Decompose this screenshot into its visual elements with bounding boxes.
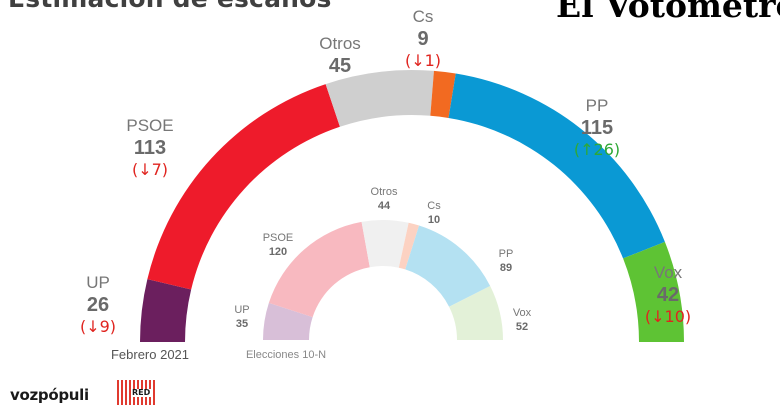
- seat-value-vox: 42: [657, 284, 679, 306]
- seat-change-up: (↓9): [80, 317, 116, 336]
- party-label-pp: PP: [586, 96, 609, 115]
- seat-value-otros: 45: [329, 55, 351, 77]
- seat-value-vox: 52: [516, 321, 528, 333]
- seat-arc-pp: [448, 73, 665, 259]
- partner-logo: RED: [117, 380, 159, 405]
- seat-change-psoe: (↓7): [132, 160, 168, 179]
- seat-arc-cs: [398, 222, 420, 270]
- seat-arc-pp: [405, 225, 491, 307]
- seat-change-pp: (↑26): [574, 140, 620, 159]
- seat-change-cs: (↓1): [405, 51, 441, 70]
- party-label-psoe: PSOE: [126, 116, 173, 135]
- party-label-otros: Otros: [371, 186, 398, 198]
- brand-title: El Votómetro: [556, 0, 780, 25]
- party-label-otros: Otros: [319, 34, 361, 53]
- chart-title: Estimación de escaños: [8, 0, 332, 13]
- seat-value-pp: 115: [581, 117, 613, 139]
- seat-arc-psoe: [147, 84, 340, 290]
- chart-elecciones-10-n: UP 35 PSOE 120 Otros 44 Cs 10 PP 89 Vox 52 Eleccione…: [234, 186, 531, 361]
- chart-caption-febrero-2021: Febrero 2021: [111, 347, 189, 362]
- seat-value-pp: 89: [500, 262, 512, 274]
- seat-value-otros: 44: [378, 200, 391, 212]
- partner-logo-text: RED: [131, 388, 152, 397]
- seat-value-psoe: 113: [134, 137, 166, 159]
- party-label-up: UP: [234, 304, 249, 316]
- party-label-psoe: PSOE: [263, 232, 294, 244]
- seat-arc-otros: [325, 70, 434, 127]
- publisher-logo: vozpópuli: [10, 386, 89, 404]
- seat-arc-vox: [449, 286, 503, 340]
- party-label-cs: Cs: [427, 200, 441, 212]
- chart-febrero-2021: UP 26(↓9) PSOE 113(↓7) Otros 45 Cs 9(↓1) PP 115(↑…: [80, 7, 691, 362]
- seat-change-vox: (↓10): [645, 307, 691, 326]
- party-label-cs: Cs: [413, 7, 434, 26]
- party-label-vox: Vox: [513, 307, 532, 319]
- seat-value-cs: 9: [417, 28, 428, 50]
- seat-arc-psoe: [268, 221, 370, 318]
- party-label-pp: PP: [499, 248, 514, 260]
- seat-arc-up: [140, 279, 192, 342]
- party-label-vox: Vox: [654, 263, 683, 282]
- seat-arc-cs: [430, 70, 456, 118]
- seat-value-up: 26: [87, 294, 109, 316]
- seat-value-cs: 10: [428, 214, 440, 226]
- seat-arc-otros: [361, 220, 409, 268]
- chart-caption-elecciones-10-n: Elecciones 10-N: [246, 349, 326, 361]
- seat-value-psoe: 120: [269, 246, 287, 258]
- seat-arc-up: [263, 302, 313, 340]
- party-label-up: UP: [86, 273, 110, 292]
- seat-value-up: 35: [236, 318, 248, 330]
- seat-arc-vox: [623, 241, 684, 342]
